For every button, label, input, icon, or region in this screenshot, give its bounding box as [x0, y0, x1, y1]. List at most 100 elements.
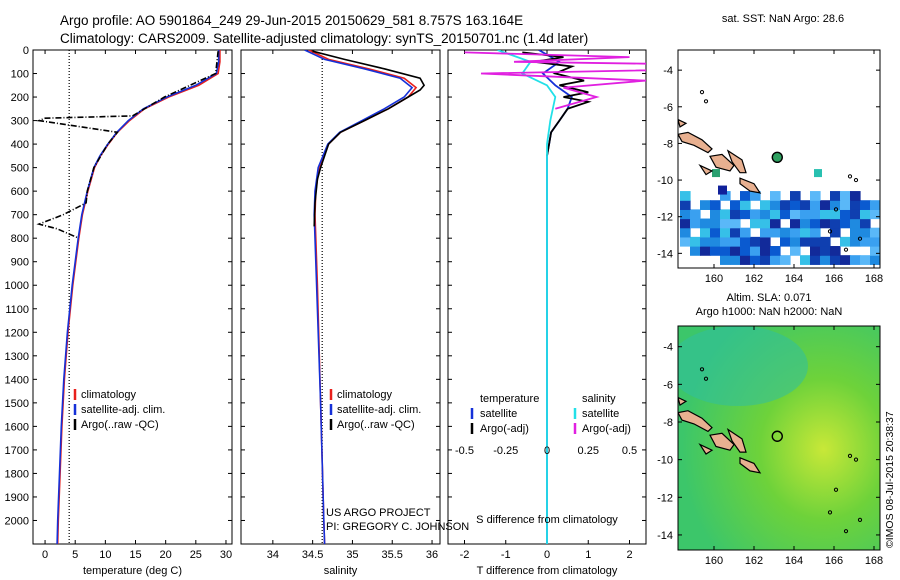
sst-cell	[830, 200, 841, 210]
sst-cell	[790, 209, 801, 220]
sst-cell	[740, 191, 751, 201]
x-tick-label: 34.5	[302, 549, 323, 561]
sst-cell	[840, 191, 851, 201]
island-shape	[739, 177, 762, 194]
sst-cell	[820, 246, 831, 256]
sst-cell	[690, 209, 701, 220]
s-diff-tick-label: 0.25	[578, 445, 599, 457]
argo-position-marker	[771, 151, 783, 163]
map-lon-label: 168	[865, 555, 883, 567]
x-tick-label: 35.5	[382, 549, 403, 561]
sst-cell	[850, 255, 861, 265]
islet-mark	[847, 174, 853, 179]
map-lat-label: -14	[657, 530, 673, 542]
map-lat-label: -12	[657, 492, 673, 504]
sst-cell	[810, 255, 821, 265]
island-shape	[678, 131, 713, 154]
sst-cell	[860, 200, 871, 210]
sst-cell	[760, 209, 771, 220]
island-shape	[678, 410, 713, 433]
s-diff-tick-label: -0.5	[455, 445, 474, 457]
series-line-argo-raw-qc-	[35, 51, 219, 239]
legend-entry: Argo(..raw -QC)	[81, 419, 159, 431]
map-body	[678, 326, 880, 550]
series-line-climatology	[308, 50, 418, 544]
map-lon-label: 162	[745, 555, 763, 567]
sst-cell	[790, 218, 801, 229]
sst-cell	[730, 218, 741, 229]
sst-cell	[810, 227, 821, 238]
sst-cell	[710, 246, 721, 256]
sst-cell	[790, 191, 801, 201]
sst-cell	[840, 255, 851, 265]
map-title: sat. SST: NaN Argo: 28.6	[722, 13, 844, 25]
sst-cell	[740, 246, 751, 256]
sst-cell	[830, 246, 841, 256]
sst-cell	[750, 236, 761, 247]
depth-tick-label: 200	[11, 92, 29, 104]
sst-cell	[720, 209, 731, 220]
sst-cell	[810, 200, 821, 210]
series-line-climatology	[56, 50, 221, 544]
depth-tick-label: 1000	[5, 280, 29, 292]
island-shape	[698, 443, 714, 455]
sst-cell	[780, 227, 791, 238]
depth-tick-label: 2000	[5, 515, 29, 527]
sst-cell	[770, 209, 781, 220]
legend-entry: climatology	[337, 389, 393, 401]
sst-cell	[760, 227, 771, 238]
x-tick-label: -1	[501, 549, 511, 561]
depth-tick-label: 300	[11, 116, 29, 128]
sst-cell	[800, 209, 811, 220]
x-tick-label: 0	[544, 549, 550, 561]
sst-cell	[730, 246, 741, 256]
sst-cell	[810, 246, 821, 256]
map-lat-label: -4	[663, 65, 673, 77]
sst-cell	[820, 236, 831, 247]
island-shape	[709, 432, 735, 451]
sst-cell	[870, 200, 880, 210]
map-lat-label: -12	[657, 212, 673, 224]
sst-cell	[700, 227, 711, 238]
sst-cell	[730, 200, 741, 210]
sst-cell	[790, 200, 801, 210]
sst-cell	[820, 255, 831, 265]
sst-cell	[850, 236, 861, 247]
sst-cell	[860, 209, 871, 220]
figure-title-line1: Argo profile: AO 5901864_249 29-Jun-2015…	[60, 13, 524, 28]
sst-cell	[770, 246, 781, 256]
sst-cell	[860, 218, 871, 229]
depth-tick-label: 700	[11, 210, 29, 222]
sst-cell	[730, 236, 741, 247]
islet-mark	[843, 247, 849, 252]
sst-cell	[720, 218, 731, 229]
sst-cell	[680, 209, 691, 220]
depth-tick-label: 1900	[5, 492, 29, 504]
legend-entry: satellite-adj. clim.	[337, 404, 421, 416]
map-lon-label: 166	[825, 273, 843, 285]
sst-cell	[710, 227, 721, 238]
map-lon-label: 168	[865, 273, 883, 285]
sst-cell	[840, 218, 851, 229]
sst-cell	[830, 218, 841, 229]
sst-cell	[810, 209, 821, 220]
map-lat-label: -8	[663, 417, 673, 429]
sst-cell	[750, 246, 761, 256]
map-lat-label: -10	[657, 455, 673, 467]
sst-cell	[710, 236, 721, 247]
sst-cell	[860, 255, 871, 265]
islet-mark	[857, 236, 863, 241]
island-shape	[709, 153, 735, 172]
islet-mark	[843, 529, 849, 534]
sst-cell	[790, 246, 801, 256]
islet-mark	[703, 99, 709, 104]
legend-entry: satellite	[582, 408, 619, 420]
legend-entry: Argo(-adj)	[582, 423, 631, 435]
series-line-argo-raw-qc-	[312, 50, 426, 227]
depth-tick-label: 1100	[5, 304, 29, 316]
series-line-satellite-adj-clim-	[56, 50, 220, 544]
x-tick-label: 15	[129, 549, 141, 561]
island-shape	[678, 118, 688, 128]
islet-mark	[827, 510, 833, 515]
